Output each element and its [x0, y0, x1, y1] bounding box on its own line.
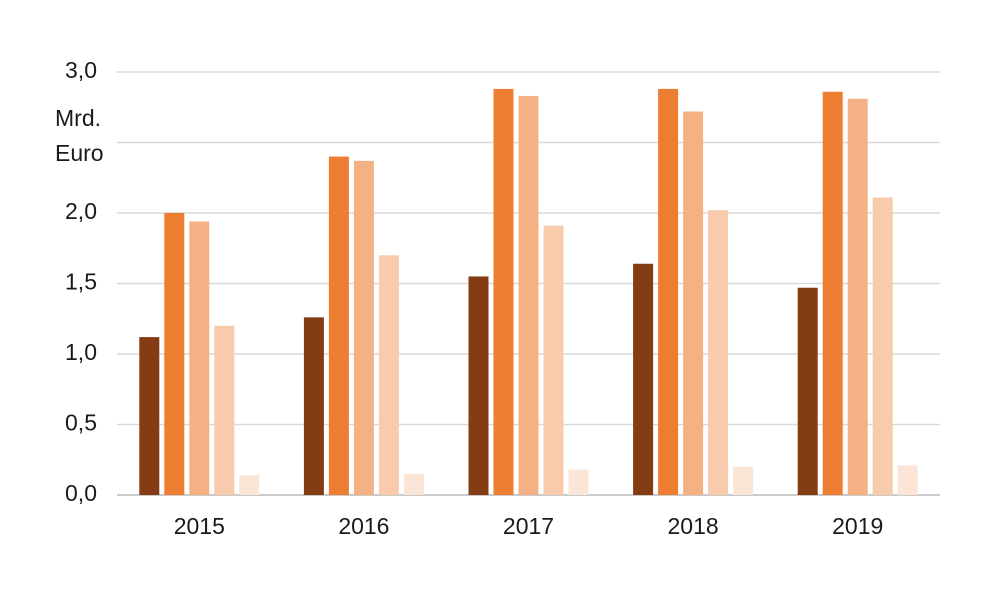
x-tick-label: 2015: [174, 513, 225, 539]
bar: [214, 325, 235, 495]
bar: [164, 213, 185, 495]
bar: [189, 221, 210, 495]
bar: [797, 287, 818, 495]
y-tick-label: 1,5: [65, 269, 97, 295]
bar: [328, 156, 349, 495]
bar: [468, 276, 489, 495]
bar: [708, 210, 729, 495]
y-tick-label: 2,0: [65, 198, 97, 224]
bar: [683, 111, 704, 495]
x-tick-label: 2018: [668, 513, 719, 539]
bar: [239, 475, 260, 495]
bar: [568, 469, 589, 495]
x-tick-label: 2019: [832, 513, 883, 539]
bar: [518, 95, 539, 495]
bar: [872, 197, 893, 496]
y-tick-label: 3,0: [65, 57, 97, 83]
bar: [303, 317, 324, 495]
bar: [378, 255, 399, 495]
bar: [403, 473, 424, 495]
bar: [897, 465, 918, 495]
bar: [493, 88, 514, 496]
y-axis-label: Euro: [55, 140, 104, 166]
bar: [822, 91, 843, 496]
x-tick-label: 2016: [338, 513, 389, 539]
bar: [633, 263, 654, 495]
y-tick-label: 0,0: [65, 480, 97, 506]
bar: [543, 225, 564, 495]
bar: [658, 88, 679, 496]
bar: [353, 160, 374, 495]
bar: [847, 98, 868, 495]
x-tick-label: 2017: [503, 513, 554, 539]
y-tick-label: 1,0: [65, 339, 97, 365]
y-axis-label: Mrd.: [55, 105, 101, 131]
y-tick-label: 0,5: [65, 410, 97, 436]
bar: [733, 466, 754, 495]
bar: [139, 337, 160, 495]
